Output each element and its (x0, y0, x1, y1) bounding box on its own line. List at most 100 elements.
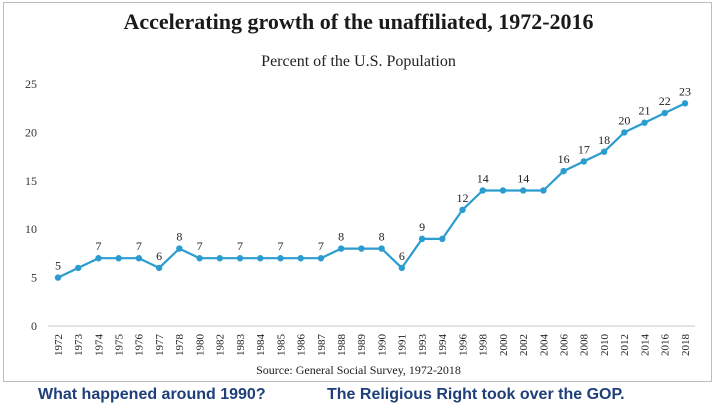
y-tick-label: 25 (25, 77, 37, 91)
data-label: 18 (598, 133, 610, 147)
x-tick-label: 1989 (356, 334, 368, 357)
x-tick-label: 1975 (114, 334, 126, 357)
x-tick-label: 1991 (397, 334, 409, 356)
data-point (459, 206, 466, 214)
data-label: 17 (578, 142, 590, 156)
data-point (661, 109, 668, 117)
caption-question: What happened around 1990? (38, 386, 266, 403)
y-tick-label: 0 (31, 319, 37, 333)
data-label: 7 (197, 239, 203, 253)
data-label: 21 (639, 104, 651, 118)
data-point (277, 255, 284, 262)
data-point (236, 255, 244, 262)
data-label: 7 (277, 239, 283, 253)
x-tick-label: 2016 (660, 334, 672, 357)
data-point (216, 255, 224, 262)
x-tick-label: 1982 (215, 334, 227, 356)
data-label: 22 (659, 94, 671, 108)
data-point (499, 187, 507, 194)
data-label: 8 (176, 230, 182, 244)
x-tick-label: 2018 (680, 334, 692, 357)
data-point (115, 255, 122, 262)
data-point (418, 235, 426, 243)
data-label: 7 (318, 239, 324, 253)
x-tick-label: 1985 (275, 334, 287, 357)
data-point (358, 245, 365, 252)
data-point (479, 187, 486, 194)
x-tick-label: 2010 (599, 334, 611, 357)
chart-subtitle: Percent of the U.S. Population (261, 53, 456, 70)
x-tick-label: 2000 (498, 334, 510, 357)
x-tick-label: 2002 (518, 334, 530, 356)
x-tick-label: 1972 (53, 334, 65, 356)
data-point (439, 235, 446, 243)
caption-answer: The Religious Right took over the GOP. (327, 386, 625, 403)
x-tick-label: 1974 (93, 334, 105, 357)
x-tick-label: 1976 (134, 334, 146, 357)
x-tick-label: 1987 (316, 334, 328, 357)
x-tick-label: 2008 (579, 334, 591, 357)
data-point (54, 274, 62, 281)
data-point (196, 255, 203, 262)
line-chart: 0 5 10 15 20 25 1972 1973 1974 1975 1976 1977 1978 19… (25, 77, 695, 357)
chart-frame: Accelerating growth of the unaffiliated,… (3, 2, 712, 382)
data-point (600, 148, 608, 155)
data-label: 14 (517, 171, 529, 185)
x-tick-label: 1983 (235, 334, 247, 357)
y-tick-label: 5 (31, 271, 37, 285)
data-label: 6 (156, 249, 162, 263)
data-label: 7 (95, 239, 101, 253)
data-label: 6 (399, 249, 405, 263)
data-point (560, 167, 567, 175)
x-tick-label: 1996 (457, 334, 469, 357)
data-label: 14 (477, 171, 489, 185)
data-point (297, 255, 304, 262)
data-label: 8 (379, 230, 385, 244)
x-tick-label: 1988 (336, 334, 348, 357)
data-point (540, 187, 547, 194)
chart-title: Accelerating growth of the unaffiliated,… (123, 9, 594, 34)
data-label: 8 (338, 230, 344, 244)
x-tick-label: 1993 (417, 334, 429, 357)
y-tick-label: 20 (25, 125, 37, 139)
data-point (641, 119, 648, 126)
data-label: 9 (419, 220, 425, 234)
data-point (519, 187, 527, 194)
series-line (57, 102, 686, 279)
data-label: 7 (237, 239, 243, 253)
x-tick-label: 2006 (558, 334, 570, 357)
data-point (155, 264, 163, 272)
data-point (176, 245, 183, 252)
x-tick-label: 2004 (538, 334, 550, 357)
x-tick-label: 1973 (73, 334, 85, 357)
data-point (257, 255, 264, 262)
data-point (337, 245, 345, 252)
x-tick-label: 2014 (639, 334, 651, 357)
data-point (378, 245, 385, 252)
x-tick-label: 1980 (194, 334, 206, 357)
data-label: 16 (558, 152, 570, 166)
data-point (398, 264, 406, 272)
x-tick-label: 1994 (437, 334, 449, 357)
y-tick-label: 15 (25, 174, 37, 188)
data-point (681, 100, 689, 107)
data-label: 7 (136, 239, 142, 253)
x-tick-label: 1998 (478, 334, 490, 357)
data-point (621, 129, 628, 136)
data-label: 20 (618, 113, 630, 127)
x-tick-label: 1977 (154, 334, 166, 357)
x-tick-label: 1978 (174, 334, 186, 357)
x-tick-label: 2012 (619, 334, 631, 356)
data-label: 23 (679, 84, 691, 98)
data-point (95, 255, 102, 262)
chart-source: Source: General Social Survey, 1972-2018 (256, 363, 461, 377)
data-point (317, 255, 325, 262)
y-tick-label: 10 (25, 222, 37, 236)
data-point (135, 255, 143, 262)
data-point (75, 264, 82, 272)
x-tick-label: 1990 (376, 334, 388, 357)
data-label: 12 (457, 191, 469, 205)
x-tick-label: 1984 (255, 334, 267, 357)
data-label: 5 (55, 259, 61, 273)
x-tick-label: 1986 (296, 334, 308, 357)
